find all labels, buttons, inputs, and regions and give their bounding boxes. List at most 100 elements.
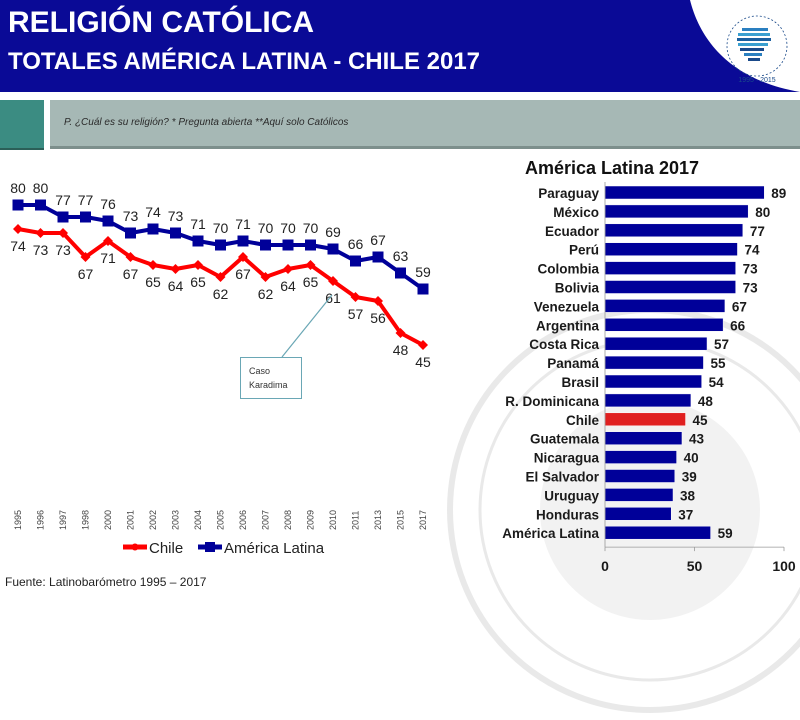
x-tick-label: 1998 [81, 510, 91, 530]
bar [604, 355, 704, 370]
data-label-america-latina: 80 [10, 180, 26, 196]
bar [604, 261, 736, 275]
point-chile [193, 260, 203, 270]
bar-highlight-chile [604, 412, 686, 427]
point-america-latina [282, 239, 294, 251]
header-banner: RELIGIÓN CATÓLICA TOTALES AMÉRICA LATINA… [0, 0, 800, 92]
bar-value-label: 40 [684, 451, 699, 466]
data-label-america-latina: 70 [280, 220, 296, 236]
point-chile [283, 264, 293, 274]
legend-al-marker [205, 542, 215, 552]
category-label: Paraguay [538, 186, 599, 201]
legend-al-label: América Latina [224, 540, 325, 557]
x-tick-label: 2015 [396, 510, 406, 530]
point-chile [350, 292, 361, 302]
category-label: Panamá [547, 356, 599, 371]
data-label-america-latina: 71 [190, 216, 206, 232]
x-tick-label: 2004 [193, 510, 203, 530]
data-label-chile: 61 [325, 290, 341, 306]
bar [604, 431, 683, 445]
source-note: Fuente: Latinobarómetro 1995 – 2017 [5, 575, 207, 589]
category-label: Argentina [536, 318, 599, 333]
x-tick-label: 2008 [283, 510, 293, 530]
annotation-line2: Karadima [249, 380, 288, 390]
data-label-america-latina: 74 [145, 204, 161, 220]
bar-value-label: 89 [771, 186, 786, 201]
point-america-latina [417, 283, 429, 295]
data-label-america-latina: 67 [370, 232, 386, 248]
point-chile [418, 340, 428, 350]
bar-value-label: 55 [710, 356, 726, 371]
x-tick-label: 2010 [328, 510, 338, 530]
x-tick-label: 50 [687, 558, 703, 574]
bar-value-label: 45 [693, 413, 709, 428]
data-label-america-latina: 70 [258, 220, 274, 236]
point-chile [13, 224, 23, 234]
bar [604, 450, 677, 464]
point-america-latina [237, 235, 249, 247]
point-america-latina [215, 239, 226, 251]
x-tick-label: 100 [772, 558, 796, 574]
category-label: Bolivia [555, 281, 600, 296]
x-tick-label: 2005 [216, 510, 226, 530]
point-chile [103, 236, 113, 246]
point-chile [395, 328, 406, 338]
point-america-latina [305, 239, 316, 251]
x-tick-label: 1997 [58, 510, 68, 530]
data-label-america-latina: 59 [415, 264, 431, 280]
bar-value-label: 57 [714, 337, 729, 352]
x-tick-label: 2017 [418, 510, 428, 530]
point-chile [260, 272, 271, 282]
point-america-latina [327, 243, 339, 255]
callout-leader-line [281, 294, 333, 358]
point-chile [170, 264, 181, 274]
annotation-caso-karadima: Caso Karadima [240, 357, 302, 399]
x-tick-label: 2006 [238, 510, 248, 530]
bar [604, 469, 676, 483]
point-chile [80, 252, 91, 262]
bar [604, 374, 702, 389]
point-america-latina [260, 239, 271, 251]
point-chile [58, 228, 68, 238]
bar-value-label: 80 [755, 205, 770, 220]
data-label-chile: 45 [415, 354, 431, 370]
category-label: Costa Rica [529, 337, 599, 352]
bar-value-label: 37 [678, 507, 693, 522]
point-america-latina [192, 235, 204, 247]
category-label: Brasil [561, 375, 599, 390]
bar [604, 185, 765, 200]
point-america-latina [80, 211, 91, 223]
page-subtitle: TOTALES AMÉRICA LATINA - CHILE 2017 [8, 48, 481, 75]
data-label-chile: 64 [280, 278, 296, 294]
point-america-latina [35, 199, 46, 211]
category-label: Nicaragua [534, 451, 600, 466]
data-label-america-latina: 73 [123, 208, 139, 224]
x-tick-label: 2003 [171, 510, 181, 530]
data-label-chile: 73 [33, 242, 49, 258]
bar-value-label: 43 [689, 432, 705, 447]
bar-value-label: 66 [730, 318, 746, 333]
point-america-latina [12, 199, 24, 211]
data-label-america-latina: 63 [393, 248, 409, 264]
x-tick-label: 2007 [261, 510, 271, 530]
x-tick-label: 1996 [36, 510, 46, 530]
x-tick-label: 1995 [13, 510, 23, 530]
data-label-chile: 48 [393, 342, 409, 358]
bar [604, 299, 726, 313]
point-america-latina [170, 227, 181, 239]
svg-text:1995 · 2015: 1995 · 2015 [738, 77, 775, 84]
annotation-line1: Caso [249, 366, 271, 376]
point-chile [305, 260, 316, 270]
point-chile [328, 276, 338, 286]
x-tick-label: 2011 [351, 511, 361, 530]
point-america-latina [125, 227, 136, 239]
data-label-chile: 62 [258, 286, 274, 302]
bar-value-label: 38 [680, 488, 696, 503]
latinobarometro-logo-icon: 1995 · 2015 [726, 15, 788, 84]
section-marker [0, 100, 44, 150]
point-america-latina [102, 215, 114, 227]
data-label-chile: 65 [145, 274, 161, 290]
bar-value-label: 74 [744, 243, 760, 258]
bar-value-label: 59 [718, 526, 733, 541]
x-tick-label: 2000 [103, 510, 113, 530]
